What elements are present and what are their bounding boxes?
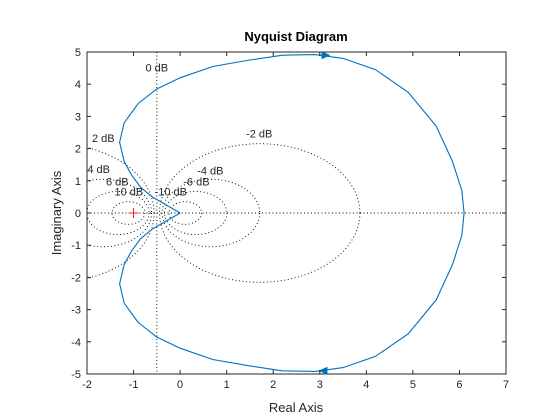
direction-arrow bbox=[321, 51, 331, 60]
x-tick-label: 1 bbox=[224, 379, 230, 391]
m-contour-label: 4 dB bbox=[87, 164, 110, 176]
plot-frame bbox=[86, 51, 507, 375]
x-tick-label: -2 bbox=[82, 379, 92, 391]
x-tick-label: 5 bbox=[410, 379, 416, 391]
m-contour-label: 10 dB bbox=[115, 186, 144, 198]
x-tick-label: 3 bbox=[317, 379, 323, 391]
y-tick-label: 1 bbox=[75, 176, 81, 188]
nyquist-curve bbox=[119, 54, 465, 372]
m-contour bbox=[164, 190, 228, 236]
y-tick-label: -5 bbox=[71, 369, 81, 381]
x-tick-label: 0 bbox=[177, 379, 183, 391]
y-tick-label: -2 bbox=[71, 272, 81, 284]
x-tick-label: 7 bbox=[503, 379, 509, 391]
m-contour bbox=[159, 143, 361, 283]
m-contour-label: -6 dB bbox=[183, 177, 209, 189]
x-tick-label: 6 bbox=[456, 379, 462, 391]
x-axis-label: Real Axis bbox=[269, 400, 324, 415]
m-contour bbox=[161, 178, 261, 248]
nyquist-series bbox=[119, 54, 465, 372]
direction-arrow bbox=[318, 366, 328, 375]
y-tick-label: -4 bbox=[71, 337, 81, 349]
y-tick-label: -3 bbox=[71, 305, 81, 317]
m-contour-label: -4 dB bbox=[197, 165, 223, 177]
x-tick-label: 2 bbox=[270, 379, 276, 391]
y-tick-label: -1 bbox=[71, 240, 81, 252]
y-tick-label: 5 bbox=[75, 47, 81, 59]
y-tick-label: 0 bbox=[75, 208, 81, 220]
y-tick-label: 2 bbox=[75, 144, 81, 156]
m-contour bbox=[87, 191, 150, 235]
m-contour-label: -10 dB bbox=[155, 186, 187, 198]
x-tick-label: 4 bbox=[363, 379, 369, 391]
x-tick-label: -1 bbox=[129, 379, 139, 391]
m-contour bbox=[111, 201, 146, 225]
y-tick-label: 3 bbox=[75, 111, 81, 123]
y-axis-label: Imaginary Axis bbox=[49, 170, 64, 255]
m-contour bbox=[87, 178, 153, 248]
m-contour-label: 6 dB bbox=[106, 177, 129, 189]
chart-title: Nyquist Diagram bbox=[244, 29, 347, 44]
m-contour bbox=[168, 201, 203, 225]
m-contour-label: 0 dB bbox=[146, 62, 169, 74]
tick-layer: -2 -1 0 1 2 3 4 5 6 7 -5 -4 -3 -2 -1 0 1 2 3 4 5 bbox=[71, 47, 509, 391]
m-contour-label: -2 dB bbox=[246, 128, 272, 140]
y-tick-label: 4 bbox=[75, 79, 81, 91]
m-contour-label: 2 dB bbox=[92, 133, 115, 145]
